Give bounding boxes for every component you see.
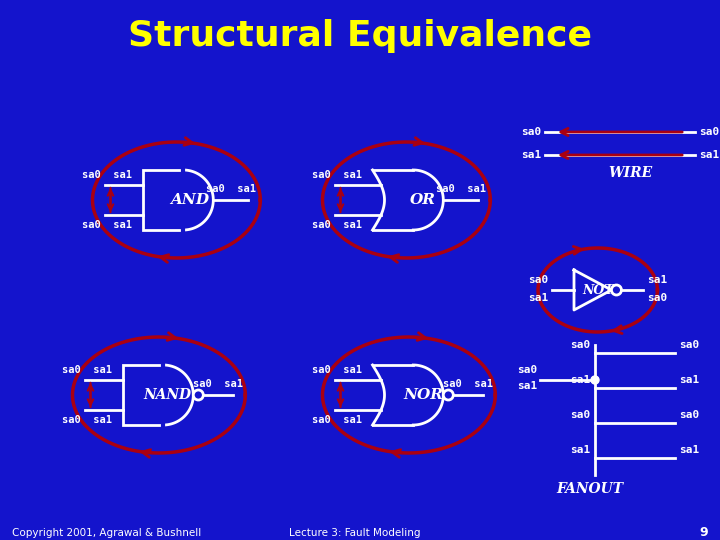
Text: AND: AND [171, 193, 210, 207]
Text: sa1: sa1 [521, 150, 541, 160]
Text: FANOUT: FANOUT [557, 482, 624, 496]
Text: sa0: sa0 [699, 127, 719, 137]
Text: sa0: sa0 [570, 340, 590, 350]
Text: WIRE: WIRE [608, 166, 652, 180]
Text: sa0  sa1: sa0 sa1 [312, 170, 361, 180]
Text: sa1: sa1 [679, 445, 699, 455]
Text: OR: OR [410, 193, 436, 207]
Text: sa0: sa0 [517, 365, 537, 375]
Bar [122, 365, 163, 425]
Text: sa0  sa1: sa0 sa1 [436, 184, 486, 194]
Text: sa0  sa1: sa0 sa1 [312, 220, 361, 230]
Text: sa0  sa1: sa0 sa1 [81, 220, 132, 230]
Circle shape [611, 285, 621, 295]
Text: NOR: NOR [403, 388, 443, 402]
Text: NAND: NAND [143, 388, 191, 402]
Text: sa0: sa0 [570, 410, 590, 420]
Text: sa0  sa1: sa0 sa1 [444, 379, 493, 389]
Text: Structural Equivalence: Structural Equivalence [128, 19, 592, 53]
Text: Copyright 2001, Agrawal & Bushnell: Copyright 2001, Agrawal & Bushnell [12, 528, 202, 538]
Text: sa0  sa1: sa0 sa1 [193, 379, 243, 389]
Text: sa0  sa1: sa0 sa1 [312, 365, 361, 375]
Text: sa1: sa1 [570, 445, 590, 455]
Circle shape [591, 376, 599, 384]
Circle shape [444, 390, 454, 400]
Text: sa0  sa1: sa0 sa1 [81, 170, 132, 180]
Text: sa0  sa1: sa0 sa1 [61, 365, 112, 375]
Text: sa1: sa1 [528, 293, 548, 303]
Text: sa1: sa1 [679, 375, 699, 385]
Text: sa0: sa0 [679, 410, 699, 420]
Text: Lecture 3: Fault Modeling: Lecture 3: Fault Modeling [289, 528, 420, 538]
Text: sa0: sa0 [528, 275, 548, 285]
Circle shape [193, 390, 203, 400]
Text: sa0: sa0 [679, 340, 699, 350]
Text: sa0  sa1: sa0 sa1 [207, 184, 256, 194]
Bar [143, 170, 184, 230]
Text: sa0: sa0 [521, 127, 541, 137]
Text: sa1: sa1 [647, 275, 667, 285]
Text: sa1: sa1 [570, 375, 590, 385]
Text: 9: 9 [699, 526, 708, 539]
Text: sa0  sa1: sa0 sa1 [312, 415, 361, 425]
Text: sa0  sa1: sa0 sa1 [61, 415, 112, 425]
Text: NOT: NOT [582, 284, 613, 296]
Text: sa0: sa0 [647, 293, 667, 303]
Text: sa1: sa1 [699, 150, 719, 160]
Text: sa1: sa1 [517, 381, 537, 391]
